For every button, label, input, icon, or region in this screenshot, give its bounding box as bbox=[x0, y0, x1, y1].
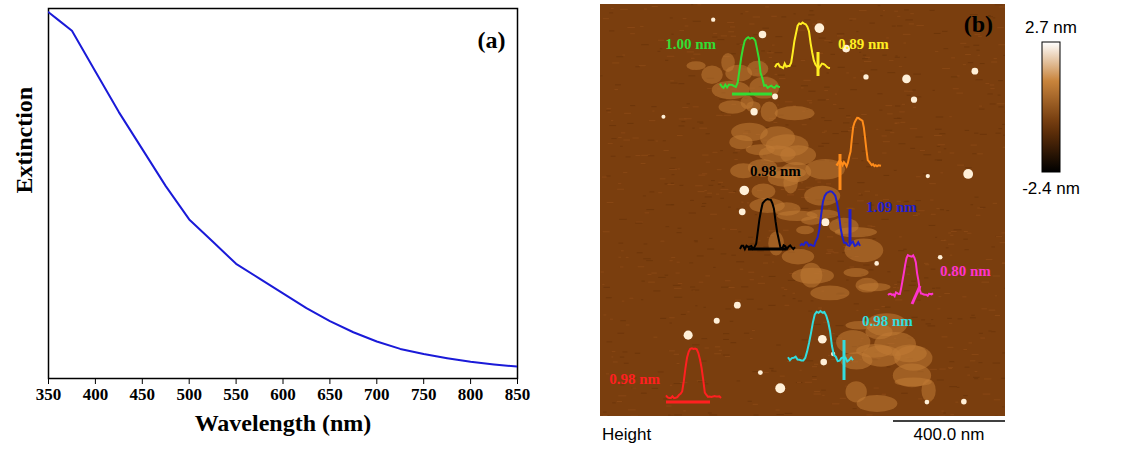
svg-text:Extinction: Extinction bbox=[11, 87, 37, 194]
svg-text:750: 750 bbox=[411, 385, 437, 404]
svg-text:350: 350 bbox=[36, 385, 62, 404]
svg-text:400.0 nm: 400.0 nm bbox=[914, 425, 985, 444]
svg-text:0.98 nm: 0.98 nm bbox=[750, 163, 801, 179]
svg-text:1.00 nm: 1.00 nm bbox=[665, 36, 716, 52]
svg-text:500: 500 bbox=[176, 385, 202, 404]
svg-text:450: 450 bbox=[130, 385, 156, 404]
svg-text:700: 700 bbox=[364, 385, 390, 404]
svg-text:Height: Height bbox=[602, 425, 651, 444]
svg-text:850: 850 bbox=[505, 385, 531, 404]
svg-text:1.09 nm: 1.09 nm bbox=[866, 199, 917, 215]
svg-text:650: 650 bbox=[317, 385, 343, 404]
svg-text:400: 400 bbox=[83, 385, 109, 404]
svg-text:600: 600 bbox=[270, 385, 296, 404]
svg-text:-2.4 nm: -2.4 nm bbox=[1022, 179, 1080, 198]
svg-text:2.7 nm: 2.7 nm bbox=[1025, 18, 1077, 37]
svg-text:800: 800 bbox=[458, 385, 484, 404]
svg-text:(b): (b) bbox=[964, 11, 993, 37]
svg-text:0.89 nm: 0.89 nm bbox=[838, 36, 889, 52]
svg-text:0.98 nm: 0.98 nm bbox=[609, 371, 660, 387]
svg-text:0.98 nm: 0.98 nm bbox=[862, 313, 913, 329]
svg-text:550: 550 bbox=[223, 385, 249, 404]
svg-text:0.80 nm: 0.80 nm bbox=[940, 263, 991, 279]
svg-text:(a): (a) bbox=[478, 27, 506, 53]
svg-text:Wavelength (nm): Wavelength (nm) bbox=[195, 410, 372, 436]
